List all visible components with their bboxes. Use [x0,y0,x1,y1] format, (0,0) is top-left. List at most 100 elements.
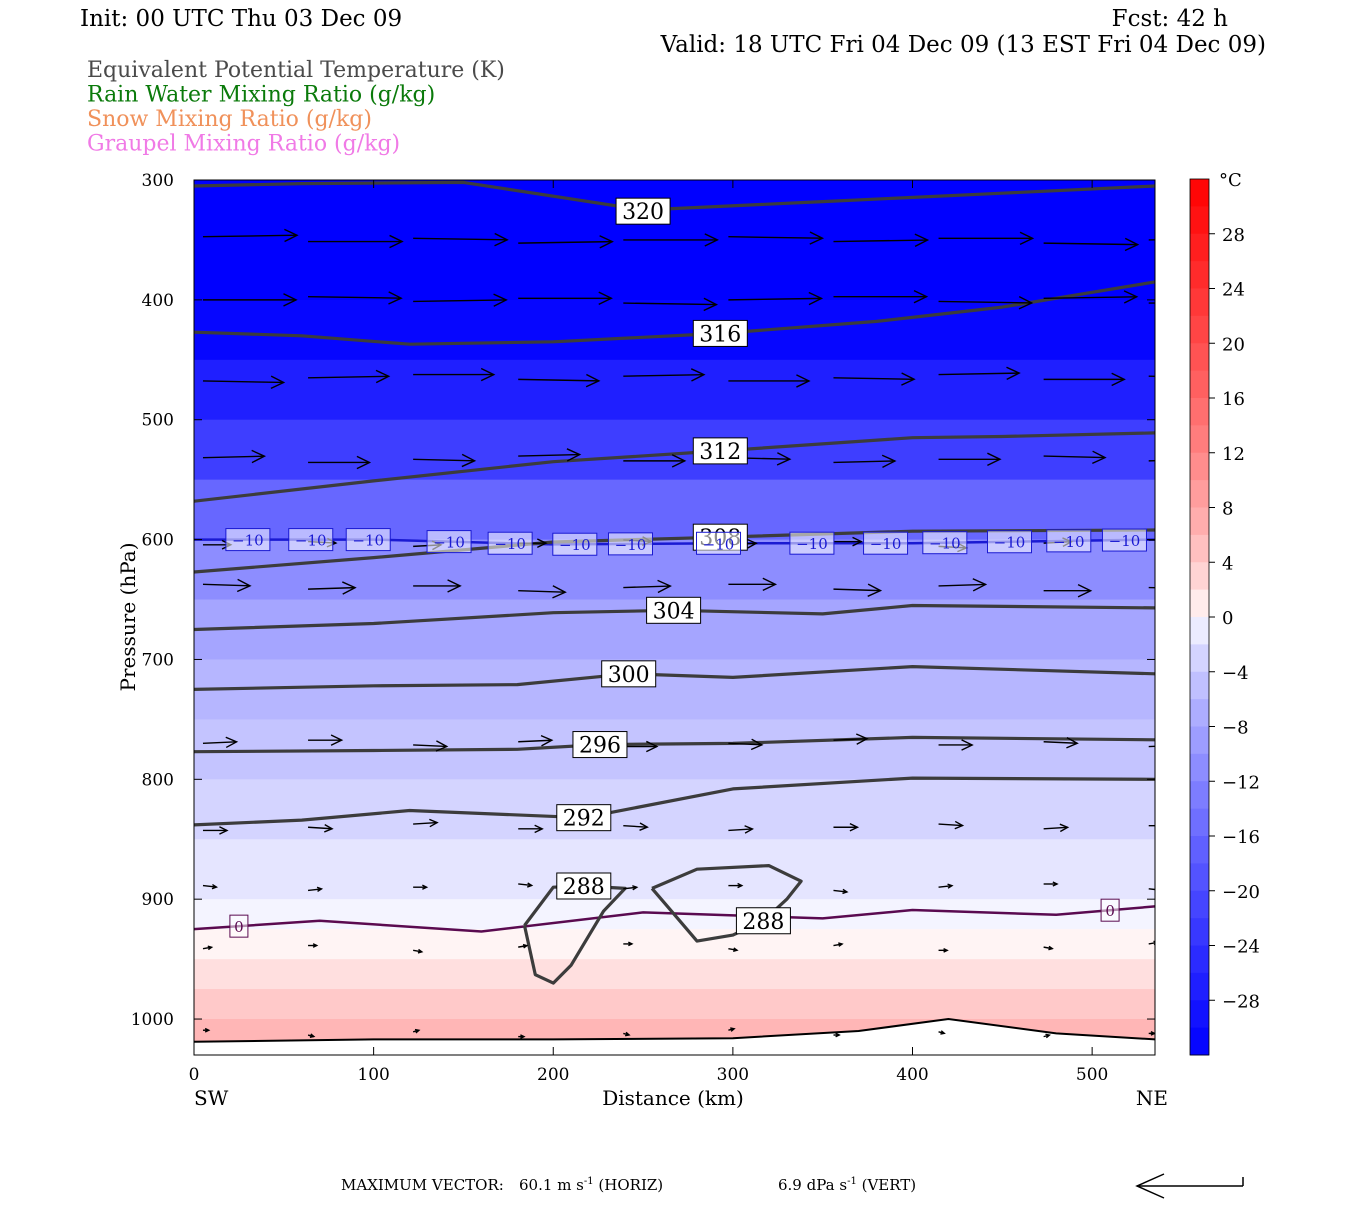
wind-vector [938,578,988,592]
colorbar-tick-label: 12 [1222,444,1245,465]
wind-vector [1043,237,1140,252]
wind-vector [518,734,554,747]
wind-vector [202,293,298,307]
wind-vector [833,822,860,832]
theta-e-contour-line [194,280,1155,346]
wind-vector [938,296,1034,310]
colorbar-cell [1190,1000,1209,1029]
colorbar-cell [1190,425,1209,454]
wind-vector [518,291,613,305]
wind-vector [518,235,614,249]
colorbar-cell [1190,644,1209,673]
colorbar-cell [1190,863,1209,892]
colorbar-cell [1190,233,1209,262]
colorbar-cell [1190,890,1209,919]
colorbar-cell [1190,836,1209,864]
wind-vector [518,943,529,949]
axes: Pressure (hPa) Distance (km) SW NE 300 40… [116,171,1168,1110]
temperature-label-box [696,531,742,555]
colorbar-tick-label: 16 [1222,389,1245,410]
wind-vector [623,885,639,891]
temperature-label-box [987,530,1033,554]
colorbar-tick-label: 28 [1222,225,1245,246]
colorbar: 28 24 20 16 12 8 4 0 −4 −8 −12 −16 −20 −24 −28 °C [1189,170,1260,1056]
wind-vector [833,233,930,247]
surface-line [194,1017,1155,1043]
temperature-band [194,839,1155,900]
wind-vector [413,579,462,593]
wind-vector [308,234,404,249]
colorbar-cell [1190,589,1209,618]
temperature-band [194,239,1155,301]
wind-vector [413,367,496,382]
wind-vector [413,453,477,468]
wind-vector [938,820,965,830]
theta-e-contour-label: 320 [622,200,664,225]
wind-vector [833,536,863,547]
wind-vector [623,233,719,247]
colorbar-unit: °C [1219,170,1242,191]
wind-vector [1148,745,1155,748]
temperature-band [194,359,1155,421]
field-legend: Equivalent Potential Temperature (K)Rain… [87,58,505,157]
y-tick-label: 1000 [131,1010,174,1030]
wind-vector [728,825,754,834]
legend-item: Graupel Mixing Ratio (g/kg) [87,132,400,157]
x-tick-label: 0 [189,1065,200,1085]
theta-e-label-box [556,804,612,832]
colorbar-tick-label: 24 [1222,280,1245,301]
wind-vector [1043,584,1093,598]
temperature-label-box [1100,898,1120,922]
wind-vector [833,888,849,895]
temperature-label-box [288,528,334,552]
wind-vector [1148,824,1155,827]
wind-vector [308,734,344,746]
wind-vector [202,826,229,835]
wind-vector [202,578,252,593]
theta-e-label-box [601,660,657,688]
colorbar-cell [1190,534,1209,563]
x-axis-ne-label: NE [1136,1086,1168,1110]
y-tick-label: 500 [142,411,174,431]
temperature-label-box [1101,528,1147,552]
wind-vector [308,369,391,384]
temperature-contour-label: −10 [295,532,327,550]
x-tick-label: 400 [896,1065,928,1085]
colorbar-tick-label: 4 [1222,553,1233,574]
y-tick-label: 800 [142,770,174,790]
wind-vector [833,454,897,468]
colorbar-cell [1190,452,1209,481]
wind-vector [728,374,811,388]
wind-vector [518,373,601,388]
x-tick-label: 300 [717,1065,749,1085]
wind-vector [623,822,649,831]
terrain-surface [194,1017,1155,1055]
temperature-label-box [487,531,533,555]
wind-vector [518,824,544,834]
theta-e-contour-label: 292 [563,807,605,832]
colorbar-cell [1190,261,1209,289]
temperature-label-box [789,531,835,555]
wind-vector [833,733,869,745]
theta-e-contour-label: 304 [653,599,695,624]
temperature-contour-line [194,905,1155,933]
chart-header: Init: 00 UTC Thu 03 Dec 09 Fcst: 42 h Va… [80,6,1266,58]
plot-area: 320316312308304300296292288288 −10−10−10… [193,179,1156,1056]
y-axis-label: Pressure (hPa) [116,543,140,692]
max-vector-label: MAXIMUM VECTOR: [341,1176,504,1194]
y-tick-label: 600 [142,531,174,551]
wind-vector [202,375,286,389]
temperature-contour-label: −10 [703,535,735,553]
wind-vector [308,581,357,595]
wind-vector [308,291,403,305]
theta-e-contour-label: 300 [608,663,650,688]
temperature-label-box [552,532,598,556]
x-tick-label: 500 [1076,1065,1108,1085]
wind-vector [938,947,949,953]
colorbar-tick-label: −16 [1222,827,1260,848]
theta-e-contour-label: 296 [579,734,621,759]
temperature-contour-label: −10 [494,535,526,553]
temperature-band [194,929,1155,960]
colorbar-tick-label: 20 [1222,334,1245,355]
colorbar-cell [1190,753,1209,782]
